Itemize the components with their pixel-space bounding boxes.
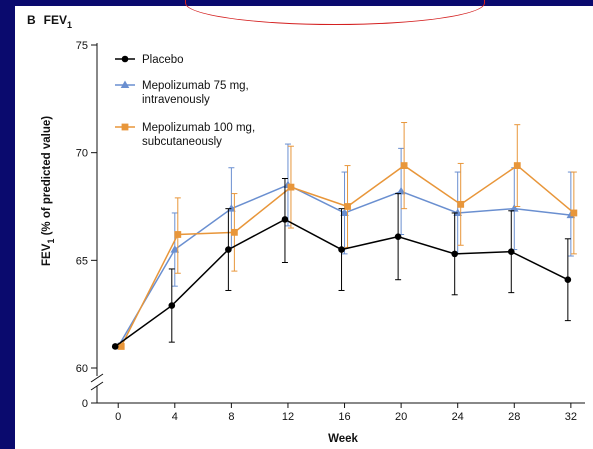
y-tick-label: 0 xyxy=(82,398,88,410)
panel-label: B xyxy=(27,13,36,27)
data-point xyxy=(281,216,289,223)
x-tick-label: 4 xyxy=(172,411,178,423)
data-point xyxy=(168,302,176,309)
data-point xyxy=(227,204,236,212)
legend-label: Mepolizumab 75 mg, xyxy=(142,80,249,92)
y-tick-label: 70 xyxy=(76,148,88,160)
data-point xyxy=(513,162,521,169)
x-tick-label: 12 xyxy=(282,411,294,423)
y-axis-title-rest: (% of predicted value) xyxy=(41,116,53,239)
fev1-line-chart: B FEV1 FEV1 (% of predicted value) Week 6… xyxy=(27,13,585,445)
x-tick-label: 8 xyxy=(228,411,234,423)
legend-marker xyxy=(120,80,130,88)
x-tick-label: 28 xyxy=(508,411,520,423)
y-axis-break-mark xyxy=(90,373,104,383)
data-point xyxy=(111,343,119,350)
panel-title: B FEV1 xyxy=(27,13,72,30)
legend-marker xyxy=(121,55,129,63)
legend-marker xyxy=(121,123,129,131)
x-tick-label: 20 xyxy=(395,411,407,423)
data-point xyxy=(564,276,572,284)
data-point xyxy=(457,200,465,208)
x-tick-label: 0 xyxy=(115,411,121,423)
y-axis-title: FEV1 (% of predicted value) xyxy=(41,116,56,266)
data-point xyxy=(451,250,458,258)
series-group xyxy=(111,122,578,350)
data-point xyxy=(287,183,295,191)
x-tick-label: 32 xyxy=(565,411,577,423)
data-point xyxy=(509,204,519,212)
data-point xyxy=(174,231,182,238)
x-axis-title: Week xyxy=(328,433,358,445)
data-point xyxy=(344,203,351,210)
series-1 xyxy=(113,143,576,350)
x-tick-label: 16 xyxy=(338,411,350,423)
y-tick-label: 65 xyxy=(76,255,88,267)
data-point xyxy=(230,228,238,236)
legend-item-2: Mepolizumab 100 mg, subcutaneously xyxy=(115,122,255,148)
y-axis-break-mark xyxy=(90,381,104,391)
data-point xyxy=(453,208,462,216)
data-point xyxy=(570,209,578,217)
data-point xyxy=(117,343,125,350)
title-text: FEV xyxy=(44,13,67,27)
y-axis-title-sub: 1 xyxy=(46,239,56,244)
legend-label: Placebo xyxy=(142,54,184,66)
legend-item-1: Mepolizumab 75 mg, intravenously xyxy=(115,80,249,106)
data-point xyxy=(400,162,408,169)
series-0 xyxy=(111,178,572,350)
series-2 xyxy=(117,122,578,350)
legend-item-0: Placebo xyxy=(115,54,184,66)
y-tick-label: 60 xyxy=(76,363,88,375)
data-point xyxy=(225,246,232,253)
title-subscript: 1 xyxy=(67,20,72,30)
chart-panel: B FEV1 FEV1 (% of predicted value) Week 6… xyxy=(15,0,593,449)
axes: 60 65 70 75 0 0 4 8 12 16 20 24 28 32 xyxy=(76,40,585,423)
data-point xyxy=(396,186,406,195)
data-point xyxy=(394,233,402,240)
data-point xyxy=(507,248,515,256)
x-tick-label: 24 xyxy=(452,411,464,423)
legend-label: Mepolizumab 100 mg, xyxy=(142,122,255,134)
data-point xyxy=(340,208,349,216)
legend-label-line2: intravenously xyxy=(142,94,210,106)
y-tick-label: 75 xyxy=(76,40,88,52)
legend-label-line2: subcutaneously xyxy=(142,136,222,148)
y-axis-title-main: FEV xyxy=(41,243,53,266)
data-point xyxy=(170,245,180,253)
data-point xyxy=(338,246,345,253)
